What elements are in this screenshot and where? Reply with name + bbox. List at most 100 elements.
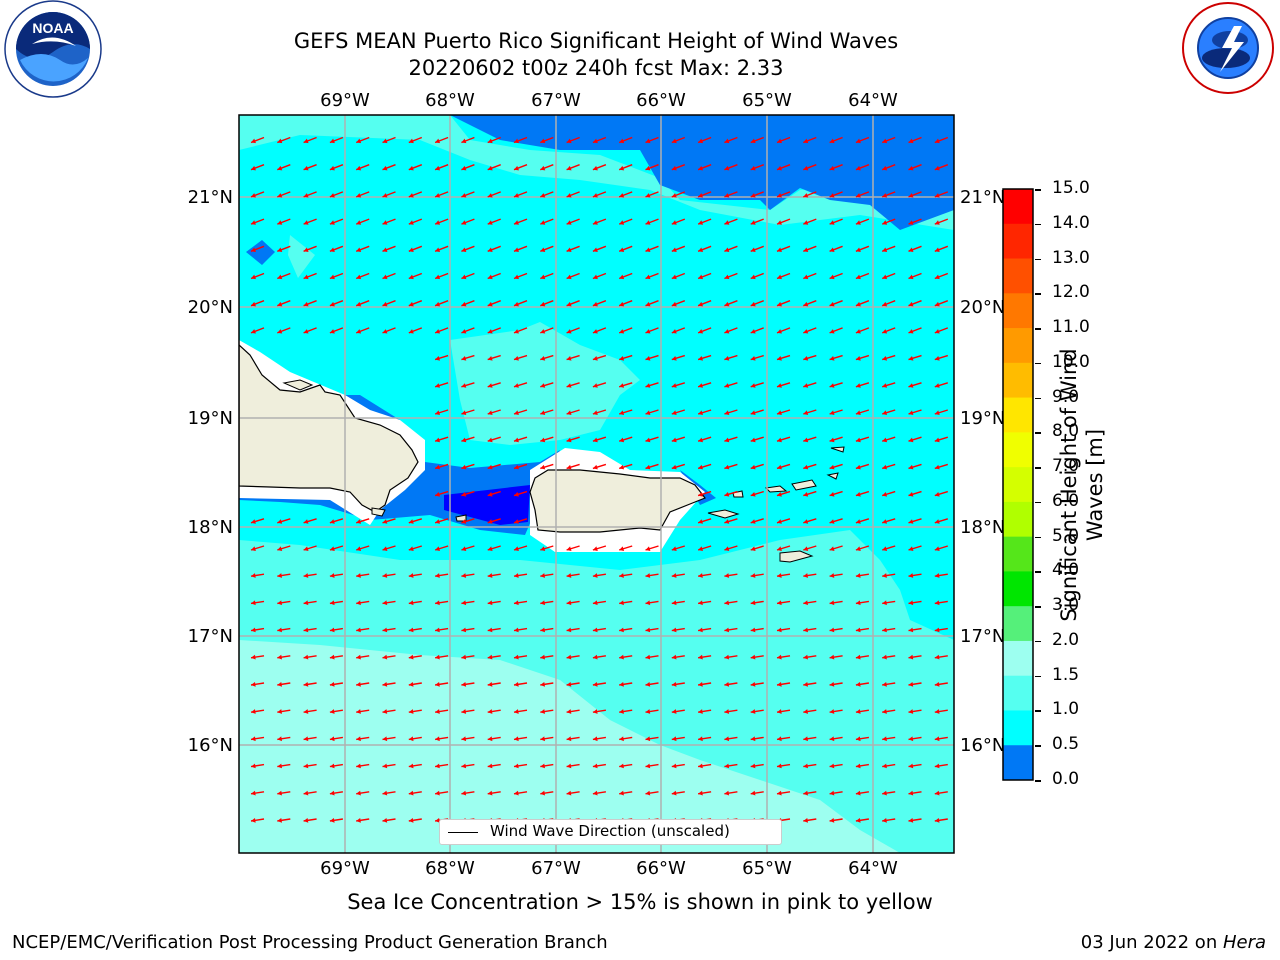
wave-direction-arrowhead <box>855 736 861 742</box>
wave-direction-arrowhead <box>750 383 756 388</box>
wave-direction-arrowhead <box>829 410 835 416</box>
wave-direction-arrowhead <box>671 763 677 769</box>
wave-direction-arrowhead <box>882 410 888 416</box>
wave-direction-arrowhead <box>303 301 309 307</box>
wave-direction-arrowhead <box>908 546 914 552</box>
wave-direction-arrowhead <box>514 709 519 714</box>
wave-direction-arrowhead <box>803 193 809 198</box>
wave-direction-arrowhead <box>855 763 861 769</box>
wave-direction-arrowhead <box>882 492 888 497</box>
wave-direction-arrowhead <box>855 600 861 606</box>
land-hispaniola <box>239 344 419 513</box>
lon-label-top: 65°W <box>742 90 792 111</box>
colorbar-segment <box>1003 710 1033 746</box>
nws-logo <box>1182 2 1274 94</box>
wave-direction-arrowhead <box>408 681 414 687</box>
wave-direction-arrowhead <box>645 546 651 552</box>
wave-direction-arrowhead <box>408 709 414 714</box>
colorbar-tick-label: 5.0 <box>1052 525 1080 546</box>
wave-direction-arrowhead <box>408 654 414 660</box>
wave-direction-arrowhead <box>251 817 256 823</box>
wave-direction-arrowhead <box>461 546 467 552</box>
wave-direction-arrowhead <box>803 410 809 416</box>
wave-direction-arrowhead <box>803 274 809 280</box>
wave-direction-arrowhead <box>514 546 519 552</box>
wave-direction-arrowhead <box>277 165 283 171</box>
lat-label-left: 21°N <box>188 187 233 208</box>
footer-host: Hera <box>1222 932 1266 953</box>
wave-direction-arrowhead <box>435 464 440 470</box>
lon-label-bottom: 68°W <box>425 858 475 879</box>
wave-direction-arrowhead <box>514 193 519 198</box>
wave-direction-arrowhead <box>829 736 835 742</box>
wave-direction-arrowhead <box>514 763 519 769</box>
colorbar-segment <box>1003 432 1033 468</box>
wave-direction-arrowhead <box>329 220 335 225</box>
wave-direction-arrowhead <box>750 165 756 171</box>
wave-direction-arrowhead <box>645 220 651 225</box>
wave-direction-arrowhead <box>803 546 809 552</box>
land-st-thomas <box>764 485 788 493</box>
wave-direction-arrowhead <box>251 736 256 742</box>
colorbar-tick-mark <box>1035 606 1041 608</box>
wave-direction-arrowhead <box>408 763 414 769</box>
lat-label-right: 18°N <box>960 517 1005 538</box>
wave-direction-arrowhead <box>777 492 782 497</box>
colorbar-segment <box>1003 258 1033 294</box>
lat-label-right: 19°N <box>960 408 1005 429</box>
wave-direction-arrowhead <box>829 627 835 633</box>
lon-label-top: 66°W <box>636 90 686 111</box>
land-anegada <box>830 446 845 453</box>
wave-direction-arrowhead <box>777 546 782 552</box>
wave-direction-arrowhead <box>461 301 467 307</box>
wave-direction-arrowhead <box>592 573 598 578</box>
footer-right: 03 Jun 2022 on Hera <box>1081 932 1266 953</box>
wave-direction-arrowhead <box>540 790 546 796</box>
wave-direction-arrowhead <box>645 356 651 361</box>
wave-direction-arrowhead <box>803 492 809 497</box>
wave-direction-arrowhead <box>803 220 809 225</box>
lat-label-left: 16°N <box>188 735 233 756</box>
wave-direction-arrowhead <box>487 329 493 334</box>
wave-direction-arrowhead <box>724 681 730 687</box>
wave-direction-arrowhead <box>303 546 309 552</box>
lat-label-right: 21°N <box>960 187 1005 208</box>
wave-direction-arrowhead <box>724 220 730 225</box>
wave-direction-arrowhead <box>724 274 730 280</box>
wave-direction-arrowhead <box>251 193 256 198</box>
wave-direction-arrowhead <box>934 464 940 470</box>
wave-direction-arrowhead <box>461 709 467 714</box>
wave-direction-arrowhead <box>934 546 940 552</box>
wave-direction-arrowhead <box>566 709 572 714</box>
wave-direction-arrowhead <box>382 193 388 198</box>
wave-direction-arrowhead <box>671 600 677 606</box>
wave-direction-arrowhead <box>698 763 703 769</box>
wave-direction-arrowhead <box>882 519 888 524</box>
wave-direction-arrowhead <box>592 329 598 334</box>
wave-direction-arrowhead <box>329 546 335 552</box>
wave-direction-arrowhead <box>540 573 546 578</box>
wave-direction-arrowhead <box>803 383 809 388</box>
wave-direction-arrowhead <box>645 627 651 633</box>
wave-direction-arrowhead <box>855 410 861 416</box>
wave-direction-arrowhead <box>619 356 625 361</box>
wave-direction-arrowhead <box>540 329 546 334</box>
colorbar-tick-label: 7.0 <box>1052 456 1080 477</box>
wave-direction-arrowhead <box>619 383 625 388</box>
wave-direction-arrowhead <box>540 247 546 252</box>
wave-direction-arrowhead <box>619 681 624 687</box>
colorbar-tick-mark <box>1035 362 1041 365</box>
wave-direction-arrowhead <box>461 464 467 470</box>
wave-direction-arrowhead <box>514 356 519 361</box>
wave-direction-arrowhead <box>750 736 756 742</box>
wave-direction-arrowhead <box>514 220 519 225</box>
wave-direction-arrowhead <box>829 138 835 144</box>
wave-direction-arrowhead <box>803 356 809 361</box>
wave-direction-arrowhead <box>645 681 651 687</box>
wave-direction-arrowhead <box>882 193 888 198</box>
wave-direction-arrowhead <box>487 437 493 443</box>
footer-date: 03 Jun 2022 on <box>1080 932 1223 953</box>
wave-direction-arrowhead <box>251 654 256 660</box>
wave-direction-arrowhead <box>882 763 887 769</box>
wave-direction-arrowhead <box>671 329 677 334</box>
